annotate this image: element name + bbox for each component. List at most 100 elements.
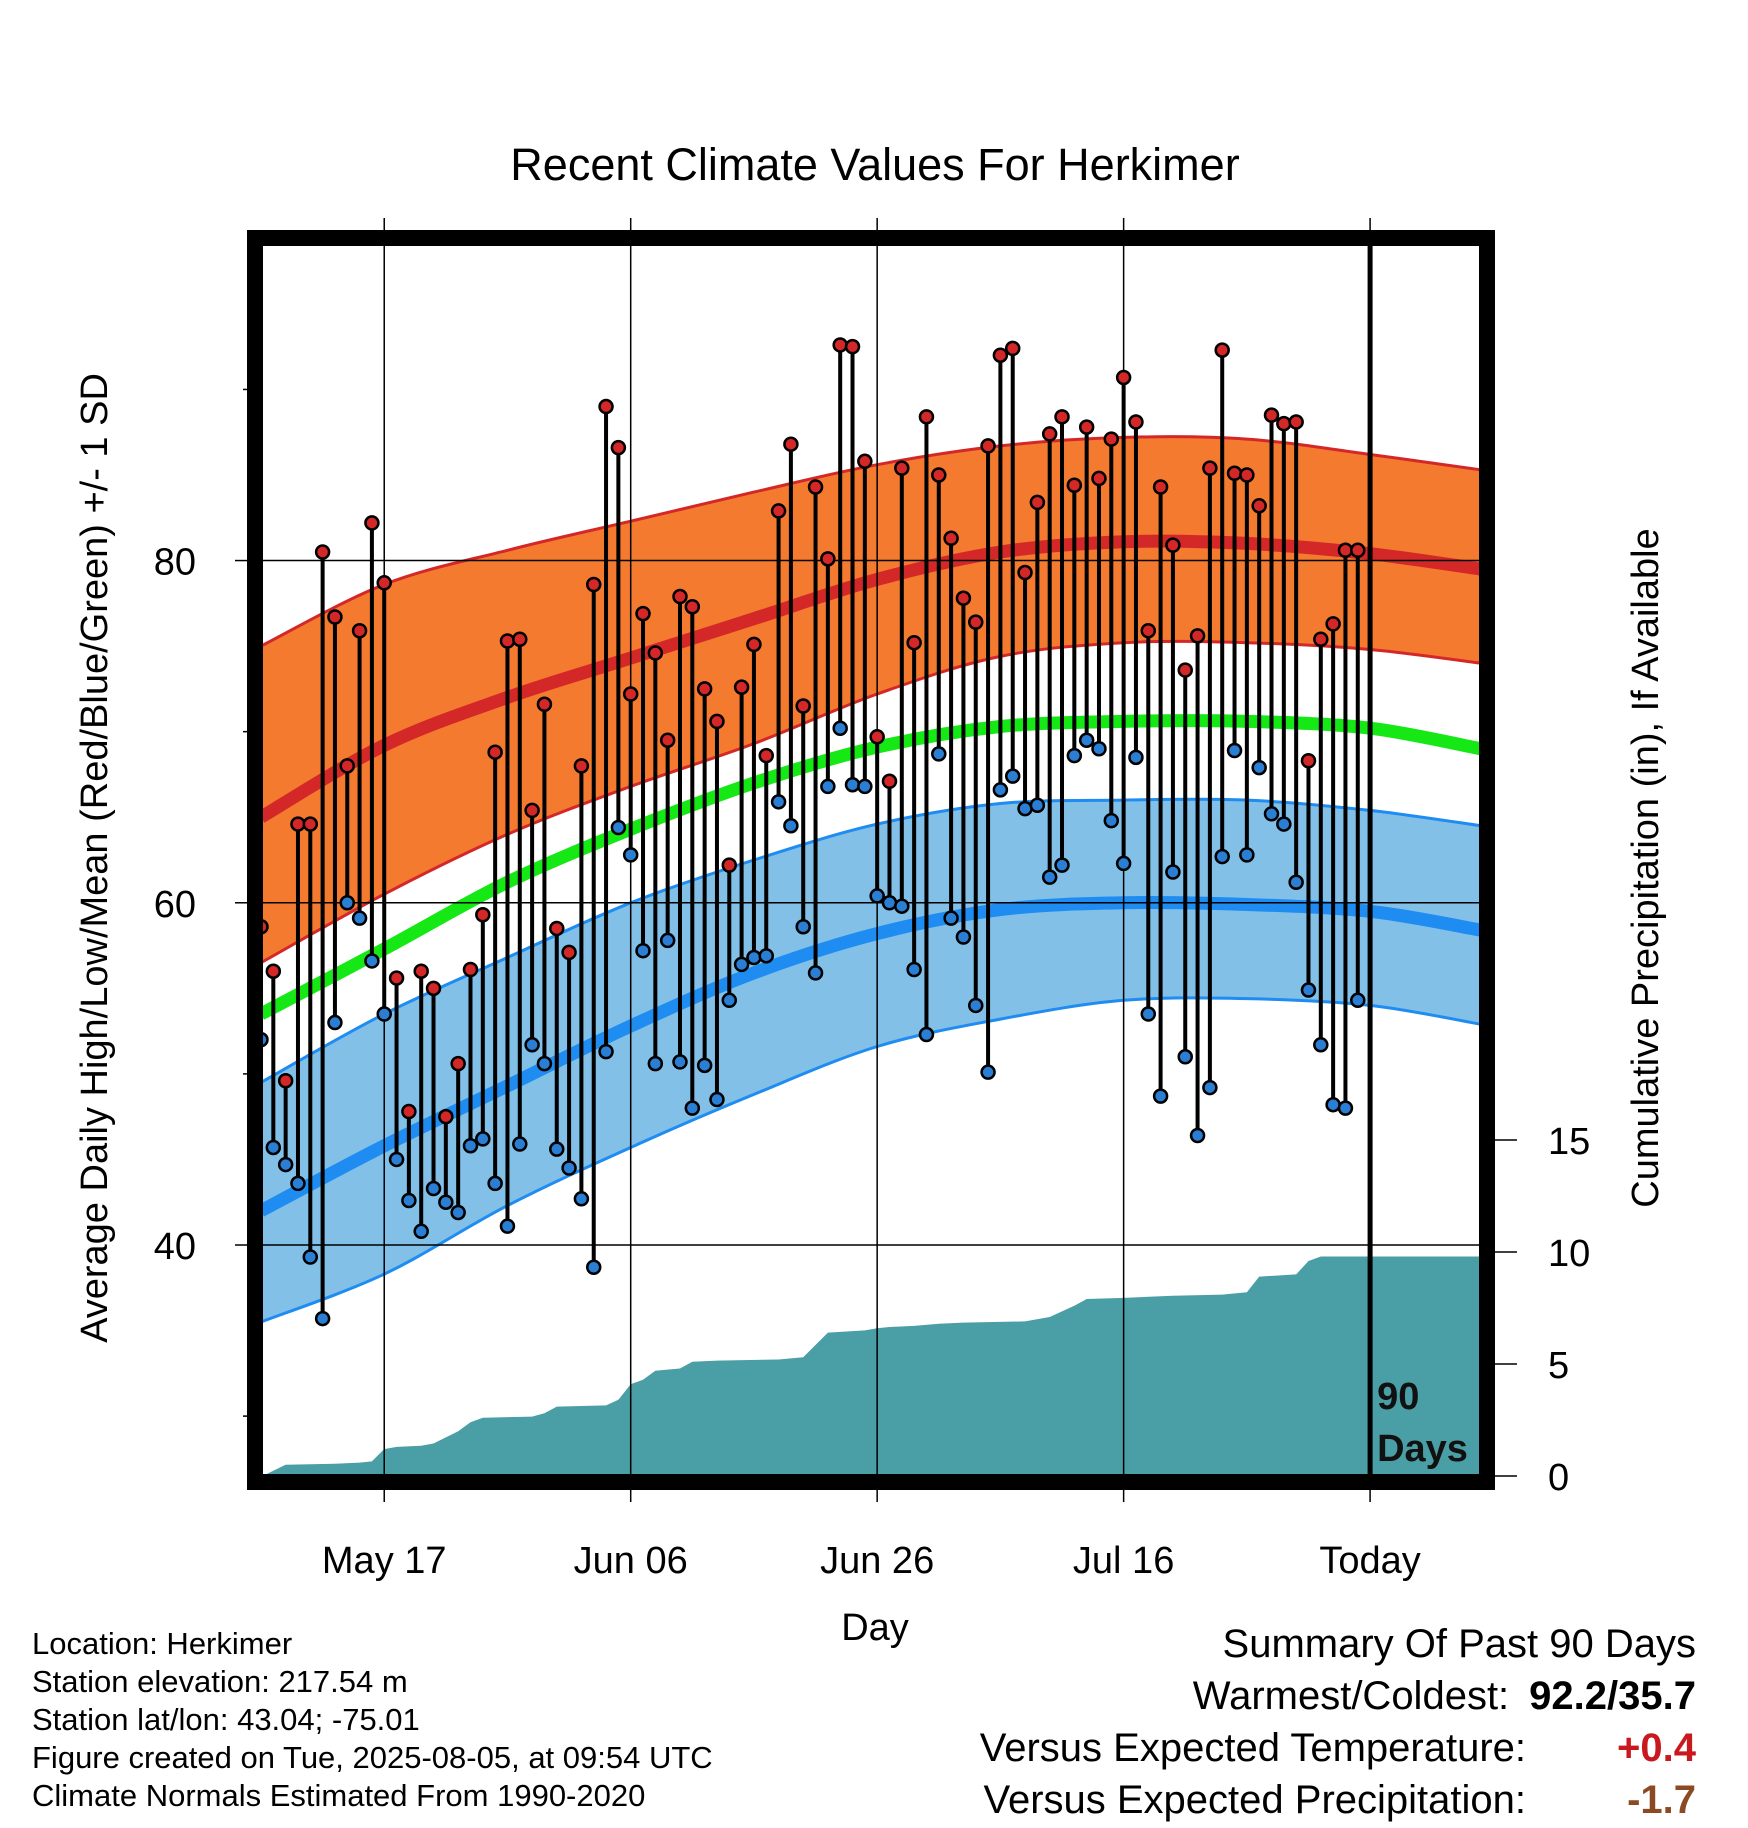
daily-low-point [290,1175,306,1192]
created-text: Figure created on Tue, 2025-08-05, at 09… [32,1740,713,1775]
temp-anomaly-row: Versus Expected Temperature: +0.4 [980,1722,1696,1774]
elevation-text: Station elevation: 217.54 m [32,1664,408,1699]
daily-low-point [967,997,984,1014]
daily-low-point [1115,855,1132,872]
daily-high-point [980,438,996,454]
daily-low-point [894,898,910,914]
daily-high-point [413,963,429,979]
y-tick-label-right: 15 [1548,1121,1590,1163]
daily-low-point [1276,816,1292,832]
daily-high-point [401,1103,417,1120]
daily-high-point [1140,622,1157,639]
daily-low-point [869,888,885,904]
daily-high-point [807,479,824,495]
warmest-coldest-label: Warmest/Coldest: [1192,1674,1510,1718]
daily-low-point [1313,1037,1329,1053]
today-annotation: Days [1377,1428,1468,1470]
daily-high-point [832,337,848,353]
daily-high-point [524,802,540,819]
daily-low-point [955,929,972,945]
daily-low-point [302,1249,319,1265]
daily-high-point [918,409,935,425]
daily-high-point [438,1108,454,1125]
daily-high-point [1325,616,1341,632]
daily-low-point [573,1191,590,1207]
daily-high-point [857,453,873,470]
precip-area [261,1256,1481,1476]
daily-high-point [1177,662,1193,678]
daily-high-point [820,551,836,567]
daily-high-point [1251,498,1267,514]
daily-high-point [339,758,356,774]
daily-high-point [1239,467,1255,483]
station-info: Location: Herkimer Station elevation: 21… [32,1625,713,1815]
daily-low-point [351,910,368,926]
daily-low-point [1165,864,1181,880]
daily-high-point [967,614,984,630]
y-axis-label-left: Average Daily High/Low/Mean (Red/Blue/Gr… [74,373,116,1343]
daily-high-point [672,588,688,605]
daily-low-point [1177,1049,1193,1065]
daily-low-point [832,720,848,736]
daily-low-point [881,895,898,911]
daily-high-point [290,816,306,832]
daily-low-point [265,1139,282,1156]
daily-high-point [992,347,1009,363]
daily-low-point [598,1043,614,1060]
daily-low-point [1140,1006,1157,1022]
daily-high-point [1103,431,1120,447]
daily-low-point [512,1136,528,1152]
daily-high-point [659,732,676,748]
daily-low-point [327,1014,343,1031]
daily-low-point [783,818,799,834]
daily-low-point [696,1057,713,1074]
daily-high-point [1152,479,1169,495]
daily-high-point [1165,537,1181,553]
daily-low-point [943,910,959,926]
daily-low-point [1128,749,1144,766]
daily-low-point [499,1218,516,1234]
daily-low-point [647,1055,664,1072]
daily-high-point [487,744,503,760]
daily-high-point [425,980,442,997]
y-tick-label-right: 0 [1548,1457,1569,1499]
daily-low-point [1300,982,1317,998]
daily-high-point [955,590,972,606]
daily-high-point [709,713,725,730]
daily-high-point [314,544,331,560]
daily-low-point [610,819,627,836]
daily-high-point [549,920,565,937]
daily-high-point [1226,465,1243,482]
daily-high-point [746,636,762,653]
daily-low-point [795,918,811,935]
warmest-coldest-row: Warmest/Coldest: 92.2/35.7 [980,1670,1696,1722]
daily-low-point [622,847,639,863]
daily-low-point [487,1175,503,1192]
x-tick-label: May 17 [322,1540,447,1582]
daily-high-point [475,907,491,923]
plot-area: 90 Days [261,244,1481,1476]
daily-high-point [327,609,343,625]
daily-low-point [1078,732,1095,748]
daily-high-point [1017,564,1033,581]
daily-low-point [364,953,380,969]
daily-high-point [265,963,282,979]
daily-low-point [549,1141,565,1157]
daily-low-point [1029,797,1046,813]
daily-high-point [610,439,627,456]
daily-low-point [376,1006,392,1022]
daily-low-point [1017,800,1033,817]
daily-high-point [770,503,787,519]
daily-high-point [1066,477,1083,494]
temp-anomaly-value: +0.4 [1617,1726,1696,1770]
daily-low-point [561,1160,577,1176]
x-axis-label: Day [841,1607,909,1649]
daily-high-point [462,961,479,978]
daily-high-point [795,698,811,714]
daily-high-point [536,696,553,713]
daily-low-point [277,1156,294,1173]
y-axis-label-right: Cumulative Precipitation (in), If Availa… [1625,528,1667,1207]
daily-low-point [635,942,651,959]
daily-low-point [746,949,762,966]
daily-high-point [1288,414,1304,430]
